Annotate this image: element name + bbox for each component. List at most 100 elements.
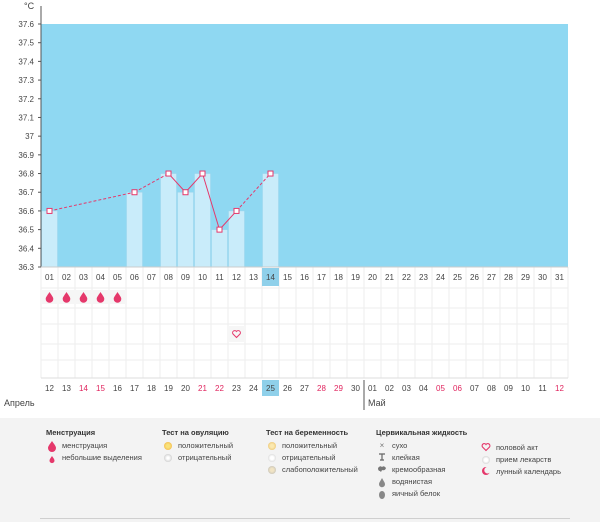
temperature-bar [262,173,279,268]
calendar-date-label: 03 [402,384,411,393]
legend-item-sticky: клейкая [376,452,467,464]
legend-label: водянистая [392,477,433,486]
dry-icon: × [379,441,385,450]
y-tick-label: 36.4 [18,244,34,253]
temperature-point [233,207,240,214]
cycle-day-label: 13 [249,273,258,282]
y-tick-label: 36.7 [18,188,34,197]
legend-item-ovulation-negative: отрицательный [162,452,233,464]
calendar-date-label: 25 [266,384,275,393]
bottom-divider [40,518,570,519]
calendar-date-label: 22 [215,384,224,393]
legend-ovulation-title: Тест на овуляцию [162,428,229,437]
legend-label: отрицательный [282,453,336,462]
legend-label: положительный [282,441,338,450]
legend-item-egg-white: яичный белок [376,488,467,500]
cycle-day-label: 07 [147,273,156,282]
calendar-date-label: 09 [504,384,513,393]
small-drop-icon [46,452,58,464]
cycle-day-label: 29 [521,273,530,282]
y-tick-label: 37.1 [18,113,34,122]
calendar-date-label: 14 [79,384,88,393]
cycle-day-label: 26 [470,273,479,282]
calendar-date-label: 13 [62,384,71,393]
legend-other: половой акт прием лекарств лунный календ… [480,442,561,478]
temperature-line-segment [134,173,169,193]
calendar-date-label: 27 [300,384,309,393]
calendar-date-label: 24 [249,384,258,393]
legend-item-watery: водянистая [376,476,467,488]
legend-pregnancy-title: Тест на беременность [266,428,349,437]
cycle-day-label: 23 [419,273,428,282]
calendar-date-label: 07 [470,384,479,393]
legend-label: прием лекарств [496,455,552,464]
calendar-date-label: 19 [164,384,173,393]
cycle-day-label: 18 [334,273,343,282]
calendar-date-label: 17 [130,384,139,393]
calendar-date-label: 12 [45,384,54,393]
calendar-date-label: 29 [334,384,343,393]
calendar-date-label: 04 [419,384,428,393]
legend-label: отрицательный [178,453,232,462]
bbt-chart: °C 37.6 37.5 37.4 37.3 37.2 37.1 37 36.9 36.8 36.7… [4,1,569,410]
temperature-point [131,189,138,196]
legend-label: лунный календарь [496,467,562,476]
temperature-point [165,170,172,177]
ovulation-positive-icon [162,440,174,452]
temperature-point [199,170,206,177]
temperature-bar [228,210,245,268]
temperature-bar [177,191,194,268]
temperature-band [41,24,568,267]
heart-icon [480,442,492,454]
moon-icon [480,466,492,478]
legend-label: слабоположительный [282,465,358,474]
month-label-may: Май [368,398,386,408]
calendar-date-label: 15 [96,384,105,393]
y-tick-label: 37.4 [18,57,34,66]
ovulation-negative-icon [162,452,174,464]
cycle-day-label: 02 [62,273,71,282]
legend-item-creamy: кремообразная [376,464,467,476]
pill-icon [480,454,492,466]
temperature-bar [160,173,177,268]
y-tick-label: 36.5 [18,226,34,235]
calendar-date-label: 21 [198,384,207,393]
y-tick-label: 37.5 [18,39,34,48]
legend-label: небольшие выделения [62,453,142,462]
intercourse-cell [229,326,244,342]
drop-icon [45,292,54,303]
y-tick-label: 36.8 [18,170,34,179]
temperature-point [46,207,53,214]
legend-panel: Менструация менструация небольшие выделе… [0,418,600,522]
cycle-day-label: 22 [402,273,411,282]
drop-icon [96,292,105,303]
cycle-day-label: 08 [164,273,173,282]
drop-icon [46,440,58,452]
legend-item-pregnancy-negative: отрицательный [266,452,358,464]
calendar-date-label: 05 [436,384,445,393]
legend-menstruation-title: Менструация [46,428,96,437]
temperature-line-segment [185,173,203,193]
temperature-line-segment [236,173,271,212]
legend-label: клейкая [392,453,420,462]
calendar-date-label: 16 [113,384,122,393]
calendar-date-label: 01 [368,384,377,393]
cycle-day-label: 28 [504,273,513,282]
cycle-day-label: 15 [283,273,292,282]
temperature-point [267,170,274,177]
cycle-day-label: 10 [198,273,207,282]
pregnancy-positive-icon [266,440,278,452]
legend-label: сухо [392,441,408,450]
drop-icon [79,292,88,303]
temperature-bar [194,173,211,268]
calendar-date-label: 12 [555,384,564,393]
cycle-day-label: 27 [487,273,496,282]
cycle-day-label: 25 [453,273,462,282]
temperature-bar [211,229,228,268]
cycle-day-label: 20 [368,273,377,282]
legend-item-medication: прием лекарств [480,454,561,466]
drop-icon [113,292,122,303]
cycle-day-label: 03 [79,273,88,282]
heart-icon [232,330,241,339]
y-tick-label: 36.6 [18,207,34,216]
